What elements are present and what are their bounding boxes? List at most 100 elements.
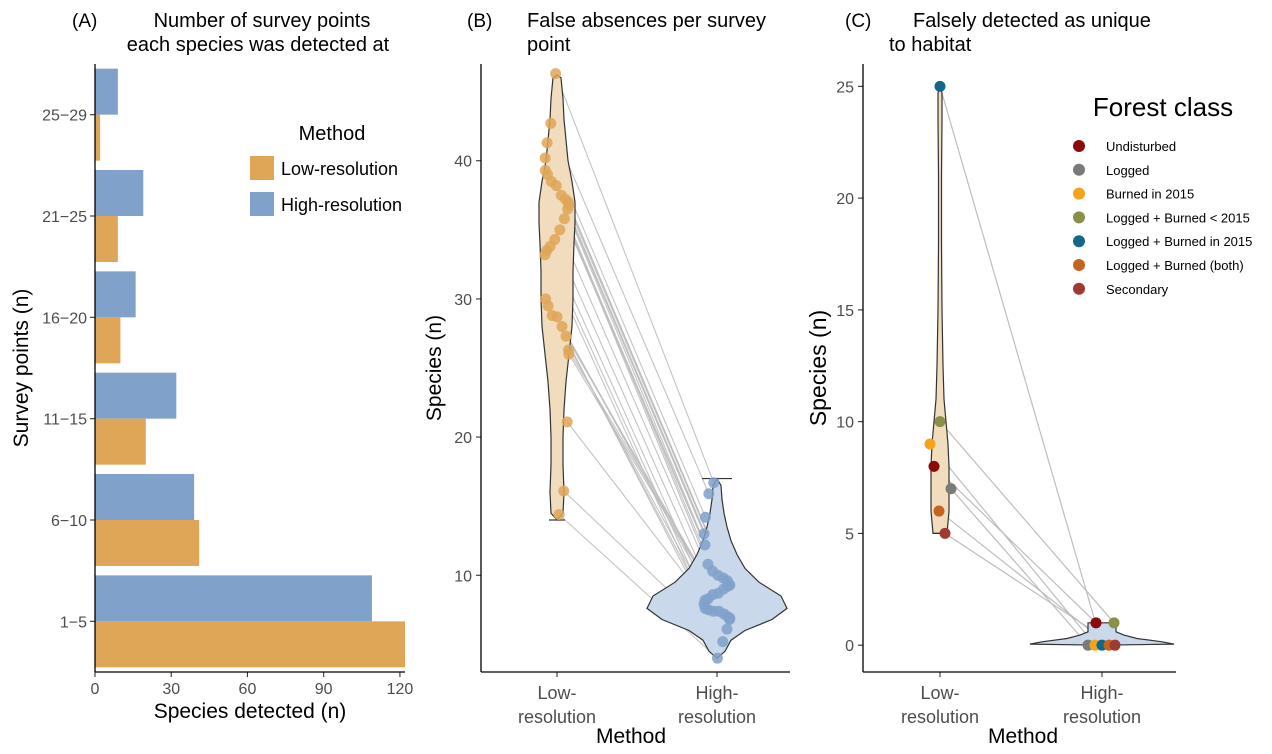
point-low-resolution	[554, 224, 566, 236]
x-tick-label: resolution	[901, 707, 979, 727]
legend-dot	[1073, 211, 1085, 224]
legend-swatch	[250, 156, 274, 180]
panel-a-bars	[95, 68, 405, 668]
point-low-resolution	[541, 137, 553, 149]
legend-label: High-resolution	[281, 195, 402, 215]
connect-line	[551, 315, 714, 612]
point-low-resolution	[542, 300, 554, 312]
panel-a-y-label: Survey points (n)	[10, 289, 33, 448]
connect-line	[939, 421, 1115, 624]
connect-line	[933, 465, 1097, 624]
point-low-resolution	[545, 117, 557, 129]
y-tick-label: 1−5	[60, 614, 87, 631]
point-low-resolution	[558, 485, 570, 497]
y-tick-label: 25−29	[42, 108, 87, 125]
point-high-resolution	[721, 623, 733, 635]
x-tick-label: 30	[162, 681, 180, 698]
connect-line	[939, 86, 1103, 646]
connect-line	[929, 443, 1096, 646]
legend-label: Low-resolution	[281, 159, 398, 179]
x-tick-label: High-	[1080, 683, 1123, 703]
point-low-resolution	[561, 416, 573, 428]
panel-a-title-line2: each species was detected at	[127, 34, 390, 56]
panel-c-points	[924, 80, 1121, 651]
bar-high-resolution	[95, 372, 177, 419]
panel-c-legend-title: Forest class	[1093, 92, 1233, 122]
bar-low-resolution	[95, 621, 405, 668]
point-low-resolution	[560, 330, 572, 342]
bar-low-resolution	[95, 418, 146, 465]
y-tick-label: 6−10	[51, 513, 87, 530]
point-low-resolution	[550, 68, 562, 80]
y-tick-label: 16−20	[42, 310, 87, 327]
panel-b-label: (B)	[467, 11, 492, 32]
point-high-resolution	[724, 613, 736, 625]
x-tick-label: Low-	[537, 683, 576, 703]
legend-label: Logged + Burned (both)	[1106, 258, 1244, 273]
x-tick-label: 60	[239, 681, 257, 698]
bar-low-resolution	[95, 520, 200, 566]
point-low-resolution	[562, 203, 574, 215]
legend-dot	[1073, 282, 1085, 295]
legend-label: Undisturbed	[1106, 139, 1176, 154]
point-low-resolution	[539, 249, 551, 261]
legend-label: Logged + Burned < 2015	[1106, 210, 1250, 225]
panel-a-legend: Method Low-resolution High-resolution	[250, 123, 402, 216]
x-tick-label: 120	[387, 681, 414, 698]
panel-c-connect-lines	[929, 86, 1116, 646]
y-tick-label: 20	[454, 430, 472, 447]
point-low-resolution	[556, 321, 568, 333]
panel-a-label: (A)	[72, 11, 97, 32]
legend-dot	[1073, 163, 1085, 176]
connect-line	[555, 185, 719, 576]
x-tick-label: 90	[315, 681, 333, 698]
panel-c-x-ticks: Low-resolution High-resolution	[901, 672, 1141, 727]
point-low-secondary	[939, 527, 951, 539]
point-high-resolution	[708, 477, 720, 489]
panel-c-title-line1: Falsely detected as unique	[913, 10, 1151, 32]
point-low-logged-burned-in-2015	[934, 80, 946, 92]
panel-b-x-ticks: Low-resolution High-resolution	[518, 672, 756, 727]
point-low-resolution	[551, 311, 563, 323]
y-tick-label: 11−15	[43, 412, 87, 429]
panel-b-y-label: Species (n)	[423, 315, 446, 421]
legend-label: Logged + Burned in 2015	[1106, 234, 1252, 249]
point-low-resolution	[553, 508, 565, 520]
point-low-resolution	[539, 152, 551, 164]
y-tick-label: 25	[836, 79, 854, 96]
point-low-burned-in-2015	[924, 438, 936, 450]
legend-swatch	[250, 192, 274, 216]
panel-c-x-label: Method	[988, 725, 1058, 748]
panel-b-points	[539, 68, 736, 664]
legend-dot	[1073, 187, 1085, 200]
x-tick-label: resolution	[518, 707, 596, 727]
panel-a-title-line1: Number of survey points	[154, 10, 371, 32]
bar-high-resolution	[95, 170, 144, 216]
point-low-resolution	[563, 348, 575, 360]
point-low-logged-burned-2015	[934, 416, 946, 428]
bar-low-resolution	[95, 317, 121, 364]
connect-line	[563, 218, 725, 590]
bar-high-resolution	[95, 271, 136, 318]
x-tick-label: resolution	[678, 707, 756, 727]
y-tick-label: 0	[845, 638, 854, 655]
point-high-resolution	[699, 539, 711, 551]
x-tick-label: 0	[91, 681, 100, 698]
connect-line	[944, 532, 1116, 646]
point-low-resolution	[558, 213, 570, 225]
bar-high-resolution	[95, 474, 195, 520]
bar-high-resolution	[95, 575, 372, 622]
panel-c-legend: Forest class Undisturbed Logged Burned in …	[1073, 92, 1252, 297]
panel-a-x-ticks: 0 30 60 90 120	[91, 672, 414, 698]
legend-dot	[1073, 235, 1085, 248]
connect-line	[554, 239, 714, 595]
panel-b-title-line1: False absences per survey	[527, 10, 766, 32]
y-tick-label: 15	[836, 303, 854, 320]
x-tick-label: Low-	[920, 683, 959, 703]
bar-high-resolution	[95, 68, 118, 115]
y-tick-label: 30	[454, 292, 472, 309]
point-low-resolution	[550, 180, 562, 192]
y-tick-label: 10	[836, 415, 854, 432]
panel-a: (A) Number of survey points each species…	[10, 10, 413, 723]
